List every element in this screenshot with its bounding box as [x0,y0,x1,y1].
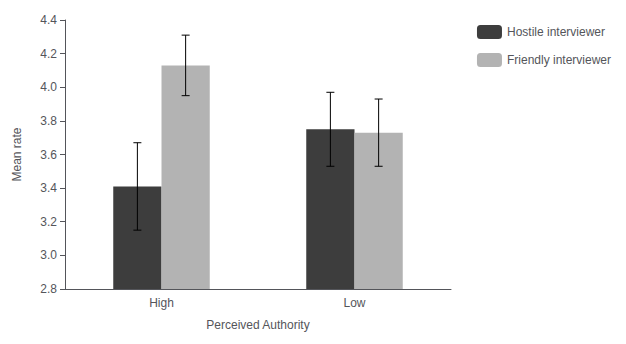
svg-text:High: High [149,296,174,310]
svg-text:3.6: 3.6 [40,148,57,162]
svg-text:3.2: 3.2 [40,215,57,229]
svg-text:Perceived Authority: Perceived Authority [206,318,309,332]
svg-text:3.4: 3.4 [40,181,57,195]
svg-text:4.0: 4.0 [40,80,57,94]
svg-text:3.0: 3.0 [40,248,57,262]
svg-text:Friendly interviewer: Friendly interviewer [507,53,611,67]
svg-text:Hostile interviewer: Hostile interviewer [507,25,605,39]
svg-text:Low: Low [343,296,365,310]
svg-text:2.8: 2.8 [40,282,57,296]
svg-text:4.2: 4.2 [40,47,57,61]
svg-text:3.8: 3.8 [40,114,57,128]
svg-text:4.4: 4.4 [40,13,57,27]
svg-text:Mean rate: Mean rate [10,127,24,181]
